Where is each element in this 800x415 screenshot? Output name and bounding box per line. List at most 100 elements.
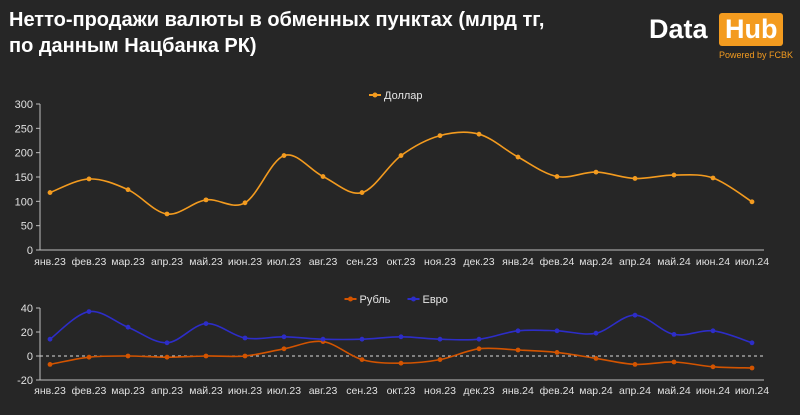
data-point-usd (398, 153, 404, 158)
legend-marker (372, 92, 378, 98)
rub-eur-chart: -20 0 20 40 янв.23 фев.23 мар.23 апр.23 май.23 ию… (17, 294, 769, 397)
data-point-eur (164, 340, 170, 346)
x-tick-label: сен.23 (346, 385, 378, 397)
x-tick-label: май.23 (189, 385, 223, 397)
x-tick-label: апр.23 (151, 256, 183, 268)
y-tick-label: 0 (27, 351, 33, 363)
x-tick-label: апр.24 (619, 256, 651, 268)
y-tick-label: 50 (21, 221, 33, 233)
data-point-rub (632, 362, 638, 367)
data-point-eur (593, 330, 599, 336)
x-tick-label: авг.23 (309, 256, 338, 268)
y-tick-label: 20 (21, 327, 33, 339)
data-point-eur (47, 336, 53, 342)
y-tick-label: -20 (17, 375, 33, 387)
y-tick-label: 100 (15, 196, 33, 208)
data-point-eur (515, 328, 521, 334)
data-point-usd (281, 153, 287, 158)
x-tick-label: ноя.23 (424, 256, 456, 268)
data-point-eur (437, 336, 443, 342)
x-tick-label: апр.24 (619, 385, 651, 397)
legend-marker (411, 296, 416, 302)
data-point-usd (749, 199, 755, 205)
data-point-usd (125, 187, 131, 193)
data-point-eur (632, 312, 638, 318)
x-tick-label: фев.24 (540, 385, 575, 397)
data-point-eur (281, 334, 287, 340)
data-point-rub (86, 354, 92, 360)
x-tick-label: май.23 (189, 256, 223, 268)
data-point-usd (671, 172, 677, 178)
x-tick-label: мар.24 (579, 385, 613, 397)
x-tick-label: мар.23 (111, 256, 145, 268)
x-tick-label: фев.23 (72, 256, 107, 268)
data-point-usd (242, 200, 248, 206)
x-tick-label: окт.23 (387, 256, 416, 268)
data-point-rub (398, 360, 404, 366)
data-point-eur (125, 324, 131, 330)
data-point-rub (125, 353, 131, 359)
legend-marker (348, 296, 353, 302)
y-tick-label: 250 (15, 123, 33, 135)
x-tick-label: май.24 (657, 385, 691, 397)
usd-chart: 0 50 100 150 200 250 300 янв.23 фев.23 мар.23 апр.… (15, 90, 770, 268)
legend-label: Евро (423, 294, 448, 306)
data-point-rub (554, 350, 560, 355)
data-point-usd (203, 197, 209, 203)
x-tick-label: июл.24 (735, 385, 769, 397)
data-point-eur (398, 334, 404, 340)
data-point-rub (164, 354, 170, 360)
data-point-rub (242, 353, 248, 359)
x-tick-label: июл.23 (267, 385, 301, 397)
y-tick-label: 200 (15, 148, 33, 160)
data-point-eur (671, 332, 677, 337)
data-point-usd (320, 174, 326, 179)
series-line-usd (49, 131, 753, 215)
x-tick-label: июн.24 (696, 256, 730, 268)
data-point-rub (47, 362, 53, 367)
legend-label: Рубль (360, 294, 391, 306)
x-tick-label: сен.23 (346, 256, 378, 268)
data-point-eur (749, 340, 755, 346)
x-tick-label: фев.24 (540, 256, 575, 268)
x-tick-label: июл.23 (267, 256, 301, 268)
x-tick-label: мар.23 (111, 385, 145, 397)
title-line-2: по данным Нацбанка РК) (9, 35, 257, 57)
data-point-rub (476, 346, 482, 352)
x-tick-label: ноя.23 (424, 385, 456, 397)
chart-title: Нетто-продажи валюты в обменных пунктах … (9, 7, 544, 59)
x-tick-label: июл.24 (735, 256, 769, 268)
x-tick-label: фев.23 (72, 385, 107, 397)
logo-tagline: Powered by FCBK (719, 50, 794, 60)
y-tick-label: 0 (27, 245, 33, 257)
data-point-usd (593, 169, 599, 175)
logo-word-data: Data (649, 14, 708, 44)
x-tick-label: июн.23 (228, 385, 262, 397)
data-point-rub (710, 364, 716, 370)
x-tick-label: янв.23 (34, 385, 66, 397)
data-point-usd (632, 176, 638, 181)
data-point-usd (86, 176, 92, 182)
data-point-rub (749, 365, 755, 371)
x-tick-label: апр.23 (151, 385, 183, 397)
x-tick-label: янв.24 (502, 385, 534, 397)
data-point-usd (476, 131, 482, 137)
data-point-usd (359, 190, 365, 195)
datahub-logo: Data Hub Powered by FCBK (649, 12, 793, 64)
data-point-rub (515, 347, 521, 353)
x-tick-label: май.24 (657, 256, 691, 268)
x-tick-label: дек.23 (463, 385, 494, 397)
data-point-rub (281, 346, 287, 352)
x-tick-label: июн.23 (228, 256, 262, 268)
legend-label: Доллар (384, 90, 423, 102)
data-point-usd (164, 211, 170, 217)
data-point-eur (203, 321, 209, 326)
x-tick-label: янв.24 (502, 256, 534, 268)
logo-word-hub: Hub (719, 13, 784, 46)
data-point-eur (554, 328, 560, 334)
y-tick-label: 150 (15, 172, 33, 184)
x-tick-label: дек.23 (463, 256, 494, 268)
data-point-eur (320, 336, 326, 342)
data-point-usd (47, 190, 53, 195)
title-line-1: Нетто-продажи валюты в обменных пунктах … (9, 9, 545, 31)
